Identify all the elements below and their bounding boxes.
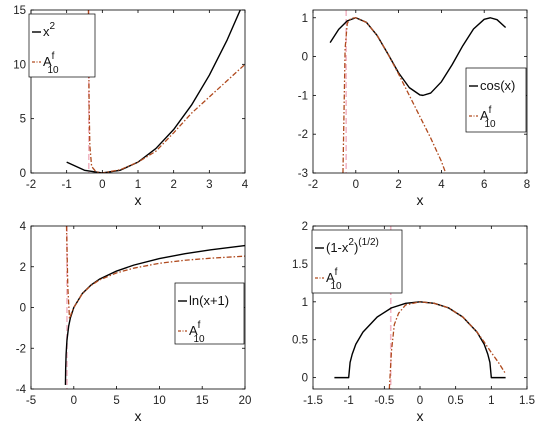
y-tick-label: 0: [20, 303, 26, 315]
x-tick-label: 0: [417, 395, 423, 407]
x-tick-label: -1: [344, 395, 354, 407]
y-tick-label: 1.5: [292, 259, 308, 271]
x-axis-label: x: [417, 408, 424, 424]
x-tick-label: -2: [308, 179, 318, 191]
axes-box: [312, 9, 528, 174]
legend: cos(x) Af 10: [465, 67, 527, 133]
chart-panel-1: -2 -1 0 1 2 3 4 0 5 10 15 x x2 Af 10: [13, 5, 249, 208]
series-approximant-line: [87, 10, 245, 173]
x-tick-label: 4: [242, 179, 249, 191]
x-tick-label: -1.5: [303, 395, 323, 407]
y-tick-label: -2: [16, 343, 26, 355]
y-tick-label: 0: [302, 373, 308, 385]
chart-panel-4: -1.5 -1 -0.5 0 0.5 1 1.5 0 0.5 1 1.5 2 x (1-x2)(1/2) A…: [292, 221, 535, 424]
y-tick-label: 1: [302, 13, 308, 25]
x-tick-label: 5: [113, 395, 119, 407]
x-tick-label: 20: [239, 395, 252, 407]
legend-entry-label: x2: [43, 21, 56, 39]
y-tick-label: -1: [298, 90, 308, 102]
legend: ln(x+1) Af 10: [174, 282, 245, 345]
x-tick-label: 8: [524, 179, 530, 191]
series-exact-line: [329, 17, 507, 97]
y-tick-label: -3: [298, 168, 308, 180]
x-tick-label: 0: [353, 179, 359, 191]
x-axis-label: x: [135, 408, 142, 424]
y-tick-label: 15: [13, 5, 26, 17]
legend-box: [465, 67, 527, 133]
y-tick-label: 2: [302, 221, 308, 233]
y-tick-label: 0.5: [292, 335, 308, 347]
x-tick-label: 0.5: [448, 395, 464, 407]
x-tick-label: -5: [26, 395, 36, 407]
x-tick-label: 2: [170, 179, 176, 191]
legend-entry-label: ln(x+1): [189, 293, 229, 308]
y-tick-label: 0: [302, 52, 308, 64]
y-tick-label: -4: [16, 384, 27, 396]
y-tick-label: 0: [20, 168, 26, 180]
y-tick-label: 4: [20, 221, 27, 233]
x-axis-label: x: [135, 192, 142, 208]
series-exact-line: [334, 301, 506, 379]
x-tick-label: 15: [196, 395, 209, 407]
y-tick-label: 2: [20, 262, 26, 274]
x-tick-label: 1: [135, 179, 141, 191]
legend-box: [174, 282, 245, 345]
series-exact-line: [66, 10, 242, 173]
legend: x2 Af 10: [28, 13, 96, 78]
legend-entry-label: cos(x): [480, 78, 515, 93]
x-tick-label: 10: [153, 395, 166, 407]
legend-entry-label: Af 10: [326, 267, 342, 292]
x-tick-label: 4: [438, 179, 445, 191]
x-tick-label: 6: [481, 179, 487, 191]
x-tick-label: 0: [99, 179, 105, 191]
y-tick-label: 1: [302, 297, 308, 309]
x-tick-label: 1.5: [519, 395, 535, 407]
y-tick-label: 5: [20, 114, 26, 126]
legend-box: [311, 229, 403, 294]
series-approximant-line: [65, 226, 245, 320]
series-approximant-line: [388, 301, 507, 389]
x-tick-label: -1: [62, 179, 72, 191]
x-tick-label: 3: [206, 179, 212, 191]
x-tick-label: 0: [71, 395, 77, 407]
x-tick-label: -0.5: [374, 395, 394, 407]
y-tick-label: -2: [298, 129, 308, 141]
x-axis-label: x: [417, 192, 424, 208]
legend-entry-label: (1-x2)(1/2): [326, 237, 379, 255]
legend-entry-label: Af 10: [480, 105, 496, 130]
legend-entry-label: Af 10: [43, 51, 59, 76]
x-tick-label: 2: [395, 179, 401, 191]
legend-box: [28, 13, 96, 78]
series-approximant-line: [342, 17, 447, 173]
y-tick-label: 10: [13, 59, 26, 71]
legend: (1-x2)(1/2) Af 10: [311, 229, 403, 294]
chart-panel-3: -5 0 5 10 15 20 -4 -2 0 2 4 x ln(x+1) Af 10: [16, 221, 252, 424]
legend-entry-label: Af 10: [189, 320, 205, 345]
x-tick-label: 1: [488, 395, 494, 407]
x-tick-label: -2: [26, 179, 36, 191]
